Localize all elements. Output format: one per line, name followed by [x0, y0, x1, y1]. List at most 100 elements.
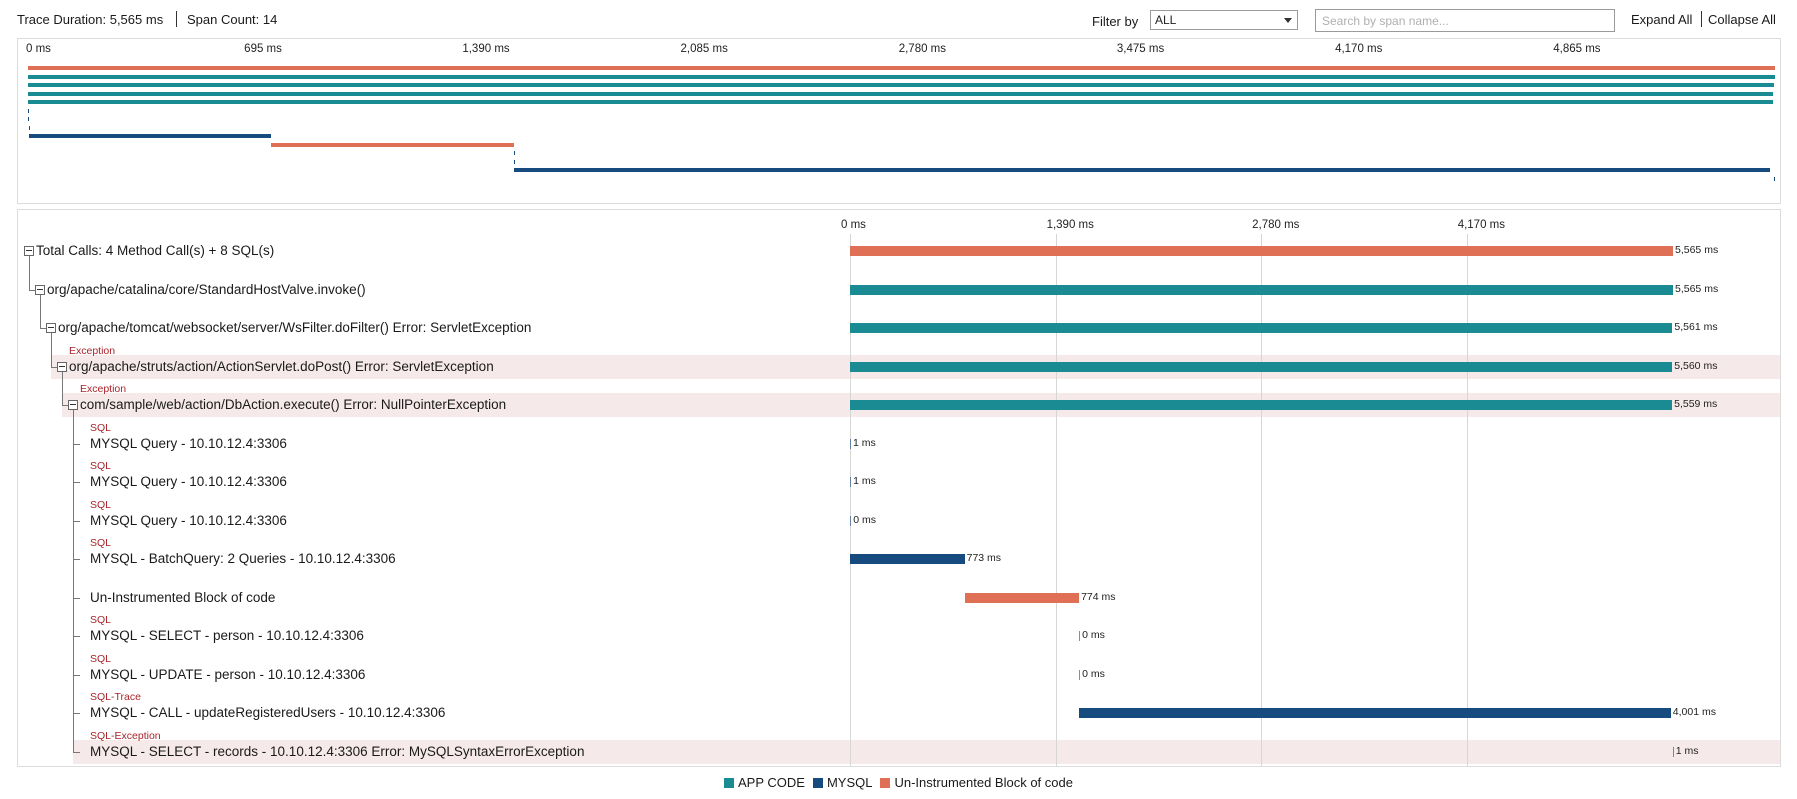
span-duration-bar[interactable]	[850, 400, 1673, 410]
tree-connector	[73, 636, 80, 637]
chevron-down-icon	[1284, 18, 1292, 23]
tree-connector	[73, 410, 74, 752]
tree-connector	[40, 328, 46, 329]
legend-label: MYSQL	[826, 775, 873, 790]
trace-overview-timeline[interactable]: 0 ms 695 ms 1,390 ms 2,085 ms 2,780 ms 3,475 …	[17, 38, 1781, 204]
span-name[interactable]: MYSQL Query - 10.10.12.4:3306	[90, 435, 287, 451]
legend-swatch	[724, 778, 735, 788]
overview-span-bar	[28, 66, 1775, 70]
gridline	[1466, 234, 1468, 766]
filter-label: Filter by	[1092, 14, 1139, 29]
span-duration-label: 1 ms	[853, 436, 876, 449]
span-duration-label: 5,560 ms	[1674, 359, 1718, 372]
span-name[interactable]: com/sample/web/action/DbAction.execute()…	[80, 397, 507, 412]
legend-item: MYSQL	[812, 775, 873, 790]
span-name[interactable]: MYSQL Query - 10.10.12.4:3306	[90, 512, 287, 528]
span-type-label: SQL-Trace	[90, 691, 141, 703]
gridline	[1055, 234, 1057, 766]
legend-item: Un-Instrumented Block of code	[880, 775, 1073, 790]
span-type-label: Exception	[69, 344, 116, 357]
span-duration-bar[interactable]	[964, 592, 1080, 603]
collapse-all-link[interactable]: Collapse All	[1708, 12, 1776, 27]
span-duration-label: 5,561 ms	[1674, 321, 1718, 333]
tree-connector	[51, 333, 52, 367]
overview-tick-label: 2,085 ms	[680, 43, 728, 55]
span-name[interactable]: MYSQL Query - 10.10.12.4:3306	[90, 474, 287, 489]
overview-span-bar	[28, 108, 29, 113]
span-duration-label: 5,559 ms	[1674, 398, 1718, 410]
span-duration-bar[interactable]	[1672, 746, 1674, 757]
tree-connector	[51, 366, 57, 368]
collapse-toggle-icon[interactable]	[24, 246, 34, 256]
axis-tick-label: 4,170 ms	[1457, 219, 1505, 231]
span-duration-label: 773 ms	[966, 552, 1002, 564]
overview-span-bar	[514, 168, 1771, 172]
span-duration-bar[interactable]	[850, 554, 965, 564]
legend-label: Un-Instrumented Block of code	[894, 775, 1073, 790]
span-duration-bar[interactable]	[850, 361, 1673, 372]
span-name[interactable]: org/apache/tomcat/websocket/server/WsFil…	[58, 320, 532, 335]
axis-tick-label: 2,780 ms	[1252, 219, 1300, 231]
span-name[interactable]: MYSQL - SELECT - person - 10.10.12.4:330…	[90, 628, 364, 643]
span-name[interactable]: Un-Instrumented Block of code	[90, 589, 276, 605]
span-duration-bar[interactable]	[1079, 669, 1081, 680]
gridline	[850, 234, 851, 766]
tree-connector	[73, 597, 80, 599]
span-type-label: Exception	[80, 383, 127, 395]
span-name[interactable]: org/apache/catalina/core/StandardHostVal…	[47, 281, 366, 297]
collapse-toggle-icon[interactable]	[46, 323, 56, 333]
span-duration-label: 4,001 ms	[1672, 706, 1716, 718]
gridline	[1261, 234, 1263, 766]
span-type-label: SQL-Exception	[90, 729, 161, 742]
span-type-label: SQL	[90, 498, 112, 511]
span-waterfall: 0 ms 1,390 ms 2,780 ms 4,170 ms Total Calls…	[17, 209, 1781, 767]
overview-tick-label: 1,390 ms	[462, 43, 510, 55]
span-type-label: SQL	[90, 652, 112, 665]
collapse-toggle-icon[interactable]	[68, 400, 78, 410]
legend-item: APP CODE	[724, 775, 805, 790]
span-duration-bar[interactable]	[850, 284, 1673, 295]
span-duration-bar[interactable]	[850, 477, 852, 487]
axis-tick-label: 1,390 ms	[1046, 219, 1094, 231]
tree-connector	[73, 443, 80, 445]
span-name[interactable]: MYSQL - BatchQuery: 2 Queries - 10.10.12…	[90, 551, 396, 566]
tree-connector	[29, 289, 35, 291]
expand-all-link[interactable]: Expand All	[1631, 12, 1693, 27]
span-duration-bar[interactable]	[1079, 631, 1081, 641]
span-count: Span Count: 14	[187, 12, 278, 27]
trace-toolbar: Trace Duration: 5,565 ms Span Count: 14 …	[0, 0, 1797, 38]
span-duration-label: 5,565 ms	[1675, 282, 1719, 295]
filter-select[interactable]: ALL	[1150, 10, 1298, 30]
span-name[interactable]: Total Calls: 4 Method Call(s) + 8 SQL(s)	[36, 243, 275, 258]
overview-span-bar	[1774, 176, 1776, 181]
overview-tick-label: 3,475 ms	[1116, 43, 1165, 55]
span-name[interactable]: MYSQL - SELECT - records - 10.10.12.4:33…	[90, 743, 585, 759]
overview-span-bar	[28, 83, 1774, 87]
span-duration-bar[interactable]	[850, 246, 1673, 256]
span-search-input[interactable]	[1315, 9, 1615, 32]
span-name[interactable]: MYSQL - UPDATE - person - 10.10.12.4:330…	[90, 666, 366, 682]
overview-span-bar	[28, 134, 272, 138]
span-type-label: SQL	[90, 614, 112, 626]
span-duration-bar[interactable]	[850, 438, 851, 449]
span-duration-label: 0 ms	[1082, 667, 1105, 680]
tree-connector	[29, 256, 30, 290]
overview-span-bar	[514, 159, 516, 164]
overview-span-bar	[271, 142, 515, 147]
legend-swatch	[812, 778, 823, 788]
span-name[interactable]: org/apache/struts/action/ActionServlet.d…	[69, 358, 494, 374]
axis-tick-label: 0 ms	[841, 219, 866, 231]
tree-connector	[62, 405, 68, 406]
toolbar-divider	[176, 11, 177, 27]
collapse-toggle-icon[interactable]	[57, 361, 67, 372]
toolbar-divider	[1701, 11, 1702, 27]
tree-connector	[40, 294, 41, 328]
span-duration-bar[interactable]	[850, 515, 852, 526]
span-duration-bar[interactable]	[850, 323, 1673, 333]
overview-span-bar	[28, 91, 1774, 96]
span-name[interactable]: MYSQL - CALL - updateRegisteredUsers - 1…	[90, 705, 446, 720]
collapse-toggle-icon[interactable]	[35, 284, 45, 295]
tree-connector	[73, 674, 80, 676]
span-duration-bar[interactable]	[1079, 708, 1671, 718]
tree-connector	[73, 559, 80, 560]
